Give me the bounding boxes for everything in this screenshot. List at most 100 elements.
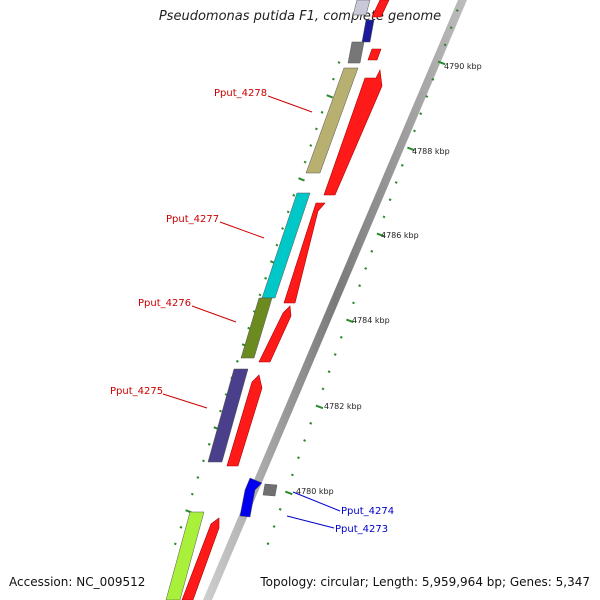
minor-tick [431,77,435,81]
gene-label-pput4275: Pput_4275 [110,386,163,397]
scale-label: 4780 kbp [296,487,334,496]
gene-bar-pput4277 [261,192,311,299]
gene-label-pput4276: Pput_4276 [138,298,191,309]
minor-tick [264,276,268,280]
gene-bar-pput4276 [240,297,273,359]
forward-gene-arrow [258,305,292,363]
scale-label: 4784 kbp [352,316,390,325]
minor-tick [455,9,459,12]
leader-line [286,515,335,529]
scale-label: 4788 kbp [412,147,450,156]
forward-gene-arrow [226,374,263,467]
minor-tick [321,387,325,391]
forward-gene-arrow [283,202,326,304]
minor-tick [190,492,194,496]
minor-tick [235,359,239,363]
gene-bar-pput4278 [305,67,359,174]
gene-bar-pput4273 [262,483,278,497]
gene-labels: Pput_4278 Pput_4277 Pput_4276 Pput_4275 … [110,88,394,535]
major-tick [407,146,415,152]
minor-tick [309,144,313,147]
minor-tick [179,525,183,529]
gene-bar-gray [347,41,365,64]
minor-tick [292,193,296,197]
minor-tick [333,353,337,356]
major-tick [346,318,354,324]
gene-label-pput4278: Pput_4278 [214,88,267,99]
scale-label: 4786 kbp [381,231,419,240]
minor-tick [275,243,279,247]
minor-tick [413,129,416,133]
major-tick [298,177,305,182]
gene-bar-gray-top [352,0,371,16]
minor-tick [278,507,282,511]
minor-tick [449,26,453,30]
forward-gene-arrow [323,68,383,196]
forward-strand-genes [181,0,390,600]
forward-gene-arrow [367,48,382,61]
gene-ticks [173,61,341,546]
minor-tick [202,459,205,463]
minor-tick [247,326,251,330]
minor-tick [266,542,270,546]
accession-text: Accession: NC_009512 [9,575,146,589]
minor-tick [419,112,423,116]
minor-tick [400,163,404,167]
minor-tick [303,160,307,164]
minor-tick [443,43,447,47]
scale-labels: 4780 kbp 4782 kbp 4784 kbp 4786 kbp 4788… [296,62,482,496]
minor-tick [173,542,177,546]
leader-line [162,393,208,409]
minor-tick [364,267,368,270]
topology-text: Topology: circular; Length: 5,959,964 bp… [260,575,590,589]
minor-tick [281,227,285,230]
minor-tick [309,421,313,425]
minor-tick [272,525,276,528]
minor-tick [207,442,211,446]
genome-backbone [203,0,467,600]
minor-tick [358,284,362,288]
leader-line [267,95,313,113]
minor-tick [382,215,386,219]
minor-tick [286,210,290,214]
leader-line [219,221,265,239]
minor-tick [196,476,200,479]
minor-tick [219,409,222,413]
minor-tick [337,61,341,64]
scale-ticks [266,9,459,546]
gene-label-pput4274: Pput_4274 [341,506,394,517]
minor-tick [314,127,318,131]
major-tick [315,404,324,410]
minor-tick [370,249,374,253]
minor-tick [258,293,262,297]
gene-label-pput4273: Pput_4273 [335,524,388,535]
minor-tick [297,456,300,460]
gene-bar-pput4274 [239,477,263,518]
leader-line [292,491,341,512]
major-tick [376,232,385,238]
gene-bar-pput4275 [207,368,249,463]
forward-gene-arrow [181,517,220,600]
minor-tick [331,77,335,81]
gene-bar-green [165,511,205,600]
forward-gene-arrow [371,0,390,18]
scale-label: 4782 kbp [324,402,362,411]
minor-tick [388,198,392,202]
leader-line [191,305,237,323]
minor-tick [303,439,307,442]
major-tick [284,490,293,496]
minor-tick [320,110,324,114]
minor-tick [352,301,355,305]
gene-label-pput4277: Pput_4277 [166,214,219,225]
minor-tick [425,95,429,98]
major-tick [326,94,334,99]
major-tick [437,60,446,66]
minor-tick [327,370,331,374]
minor-tick [394,181,398,184]
gene-bar-blue-top [361,19,375,43]
minor-tick [290,473,294,477]
scale-label: 4790 kbp [444,62,482,71]
minor-tick [339,335,343,339]
reverse-strand-genes [165,0,375,600]
